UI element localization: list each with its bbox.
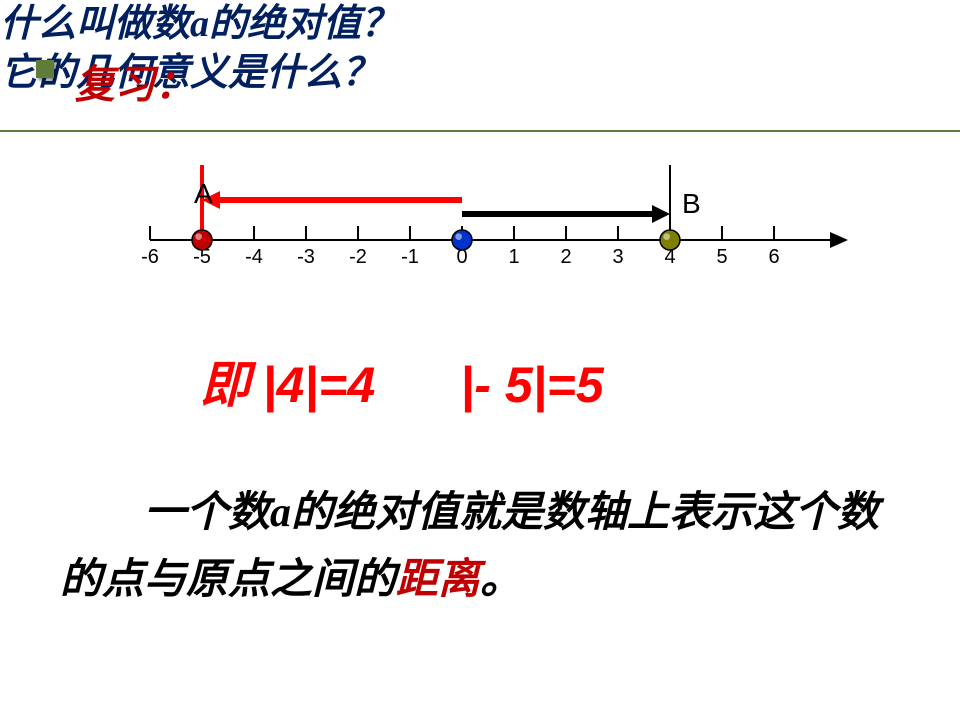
- review-label: 复习：: [75, 52, 195, 110]
- tick-label: 5: [716, 246, 727, 269]
- horizontal-rule: [0, 130, 960, 132]
- tick-label: 2: [560, 246, 571, 269]
- equation-line: 即 |4|=4 |- 5|=5: [200, 345, 604, 417]
- point-label-B: B: [682, 188, 701, 220]
- slide-bullet: [36, 60, 54, 78]
- title-row: 复习：: [75, 52, 195, 110]
- number-line-diagram: -6 -5 -4 -3 -2 -1 0 1 2 3 4 5 6 A B: [130, 160, 870, 300]
- point-label-A: A: [194, 178, 213, 210]
- question-line-1: 什么叫做数a的绝对值？: [0, 0, 960, 49]
- tick-label: -6: [141, 246, 159, 269]
- tick-label: 0: [456, 246, 467, 269]
- explanation-text: 一个数a的绝对值就是数轴上表示这个数的点与原点之间的距离。: [60, 480, 900, 614]
- tick-label: 3: [612, 246, 623, 269]
- tick-label: -4: [245, 246, 263, 269]
- equation-2: |- 5|=5: [460, 357, 603, 413]
- tick-label: 4: [664, 246, 675, 269]
- equation-1: |4|=4: [263, 357, 376, 413]
- tick-label: -2: [349, 246, 367, 269]
- explanation-highlight: 距离: [396, 557, 480, 603]
- tick-label: 6: [768, 246, 779, 269]
- explanation-post: 。: [480, 557, 522, 603]
- tick-label: -1: [401, 246, 419, 269]
- tick-label: 1: [508, 246, 519, 269]
- tick-label: -5: [193, 246, 211, 269]
- tick-label: -3: [297, 246, 315, 269]
- equation-prefix: 即: [200, 357, 250, 413]
